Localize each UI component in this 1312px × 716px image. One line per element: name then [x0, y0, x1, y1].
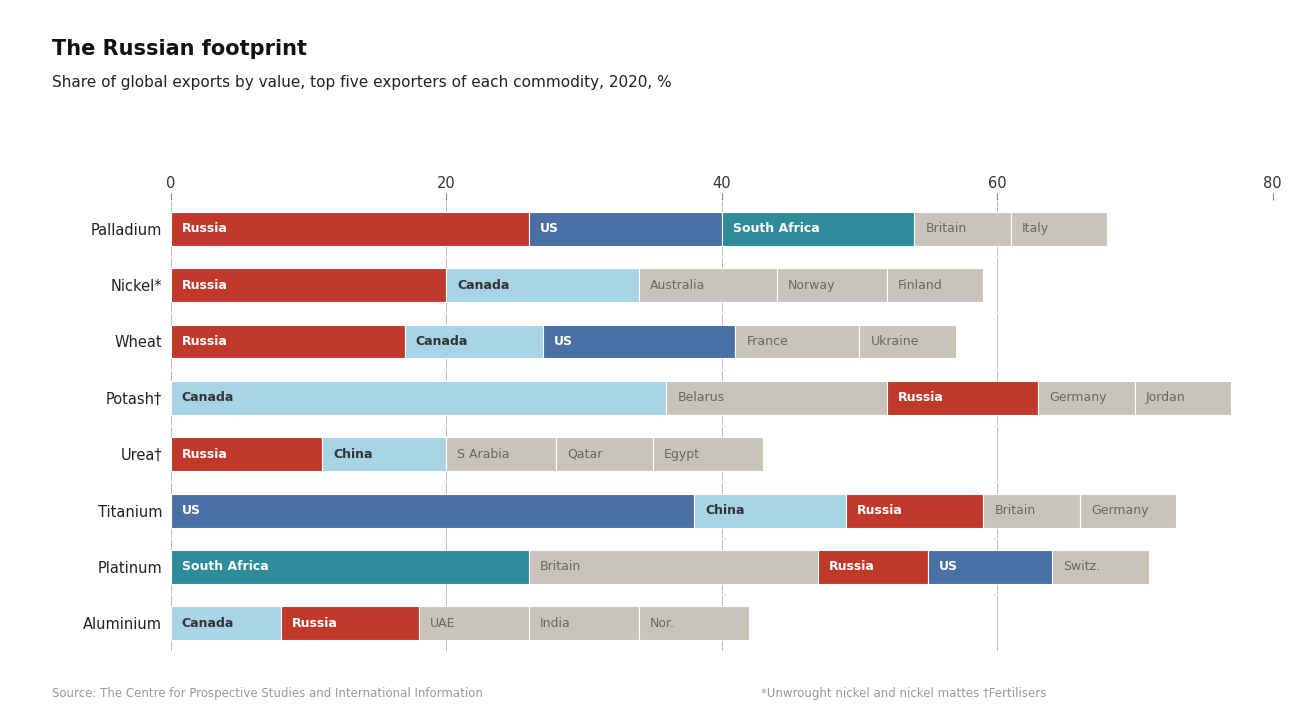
Text: Norway: Norway	[787, 279, 836, 291]
Text: Nor.: Nor.	[649, 617, 674, 630]
Text: Russia: Russia	[829, 561, 875, 574]
Text: Germany: Germany	[1090, 504, 1148, 517]
Bar	[1135, 381, 1231, 415]
Text: Finland: Finland	[897, 279, 943, 291]
Text: Britain: Britain	[994, 504, 1035, 517]
Text: Germany: Germany	[1050, 392, 1107, 405]
Bar	[639, 268, 777, 302]
Text: Jordan: Jordan	[1145, 392, 1186, 405]
Bar	[323, 437, 446, 471]
Text: China: China	[705, 504, 745, 517]
Bar	[722, 212, 914, 246]
Bar	[543, 324, 735, 358]
Text: Russia: Russia	[181, 222, 227, 235]
Bar	[446, 437, 556, 471]
Text: US: US	[539, 222, 559, 235]
Bar	[777, 268, 887, 302]
Text: UAE: UAE	[429, 617, 455, 630]
Text: US: US	[939, 561, 958, 574]
Bar	[171, 606, 281, 640]
Text: Russia: Russia	[897, 392, 943, 405]
Text: Russia: Russia	[181, 279, 227, 291]
Bar	[859, 324, 955, 358]
Bar	[846, 494, 984, 528]
Bar	[529, 550, 819, 584]
Text: Qatar: Qatar	[567, 448, 602, 460]
Bar	[929, 550, 1052, 584]
Bar	[666, 381, 887, 415]
Bar	[404, 324, 543, 358]
Bar	[1052, 550, 1149, 584]
Text: US: US	[554, 335, 572, 348]
Text: Belarus: Belarus	[677, 392, 724, 405]
Bar	[556, 437, 653, 471]
Text: Canada: Canada	[457, 279, 509, 291]
Text: Canada: Canada	[416, 335, 468, 348]
Text: South Africa: South Africa	[732, 222, 820, 235]
Bar	[887, 381, 1039, 415]
Bar	[1039, 381, 1135, 415]
Bar	[694, 494, 846, 528]
Bar	[984, 494, 1080, 528]
Text: The Russian footprint: The Russian footprint	[52, 39, 307, 59]
Bar	[419, 606, 529, 640]
Bar	[653, 437, 764, 471]
Bar	[171, 324, 404, 358]
Bar	[529, 606, 639, 640]
Text: India: India	[539, 617, 571, 630]
Bar	[171, 437, 323, 471]
Text: Source: The Centre for Prospective Studies and International Information: Source: The Centre for Prospective Studi…	[52, 687, 483, 700]
Text: Italy: Italy	[1022, 222, 1050, 235]
Bar	[914, 212, 1010, 246]
Text: Russia: Russia	[181, 335, 227, 348]
Text: Canada: Canada	[181, 392, 234, 405]
Text: Russia: Russia	[181, 448, 227, 460]
Bar	[446, 268, 639, 302]
Bar	[171, 268, 446, 302]
Bar	[171, 494, 694, 528]
Bar	[171, 550, 529, 584]
Text: Canada: Canada	[181, 617, 234, 630]
Text: Britain: Britain	[539, 561, 581, 574]
Bar	[819, 550, 928, 584]
Bar	[735, 324, 859, 358]
Text: US: US	[181, 504, 201, 517]
Text: Egypt: Egypt	[664, 448, 699, 460]
Bar	[171, 212, 529, 246]
Text: South Africa: South Africa	[181, 561, 269, 574]
Text: Ukraine: Ukraine	[870, 335, 918, 348]
Bar	[529, 212, 722, 246]
Text: China: China	[333, 448, 373, 460]
Text: Britain: Britain	[925, 222, 967, 235]
Text: S Arabia: S Arabia	[457, 448, 509, 460]
Bar	[281, 606, 419, 640]
Text: *Unwrought nickel and nickel mattes †Fertilisers: *Unwrought nickel and nickel mattes †Fer…	[761, 687, 1047, 700]
Bar	[887, 268, 984, 302]
Text: Australia: Australia	[649, 279, 706, 291]
Bar	[171, 381, 666, 415]
Text: Russia: Russia	[291, 617, 337, 630]
Bar	[1010, 212, 1107, 246]
Bar	[1080, 494, 1177, 528]
Bar	[639, 606, 749, 640]
Text: France: France	[747, 335, 789, 348]
Text: Share of global exports by value, top five exporters of each commodity, 2020, %: Share of global exports by value, top fi…	[52, 75, 672, 90]
Text: Switz.: Switz.	[1063, 561, 1101, 574]
Text: Russia: Russia	[857, 504, 903, 517]
